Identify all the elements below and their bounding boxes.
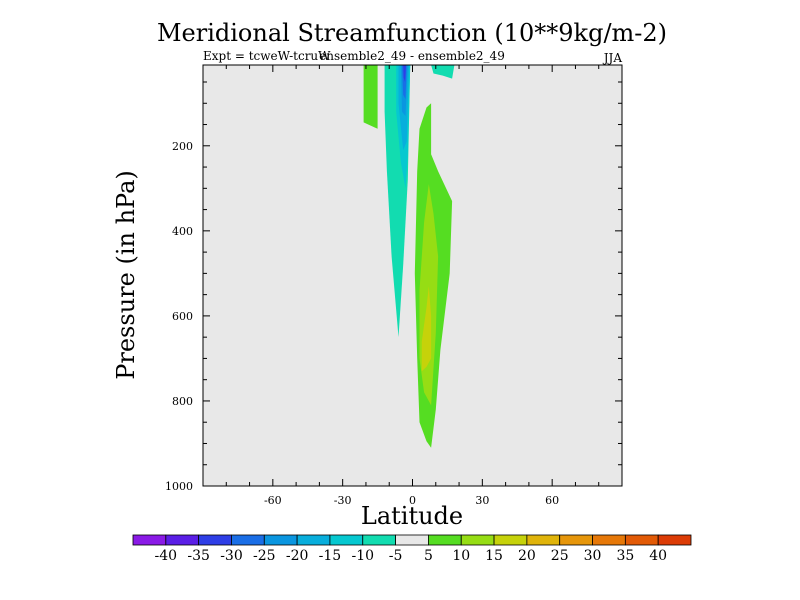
- colorbar-label: -10: [351, 548, 374, 564]
- colorbar-swatch: [263, 534, 298, 546]
- x-tick-label: -60: [264, 494, 282, 507]
- colorbar-label: -5: [389, 548, 403, 564]
- colorbar-label: 25: [551, 548, 569, 564]
- colorbar-label: 15: [485, 548, 503, 564]
- contour-region-negative-10-5-top-right: [431, 65, 455, 79]
- x-tick-label: 0: [409, 494, 416, 507]
- x-tick-label: 60: [545, 494, 559, 507]
- colorbar-label: 30: [584, 548, 602, 564]
- colorbar-swatch: [460, 534, 495, 546]
- contour-regions: [363, 65, 455, 448]
- x-tick-label: 30: [475, 494, 489, 507]
- colorbar-swatch: [231, 534, 265, 546]
- y-tick-label: 800: [172, 395, 193, 408]
- colorbar-label: -15: [319, 548, 342, 564]
- colorbar-swatch: [132, 534, 167, 546]
- colorbar-swatch: [329, 534, 364, 546]
- colorbar-swatch: [165, 534, 200, 546]
- chart-subtitle-left: Expt = tcweW-tcruW: [203, 49, 331, 63]
- colorbar-label: 20: [518, 548, 536, 564]
- colorbar-swatch: [428, 534, 462, 546]
- colorbar-swatch: [362, 534, 396, 546]
- y-tick-label: 400: [172, 225, 193, 238]
- chart-title: Meridional Streamfunction (10**9kg/m-2): [157, 19, 667, 47]
- colorbar-swatch: [198, 534, 232, 546]
- contour-region-positive-15-20: [421, 286, 432, 372]
- colorbar-label: 5: [424, 548, 433, 564]
- colorbar-label: -35: [187, 548, 210, 564]
- contour-region-positive-5-10-north-upper: [363, 65, 378, 129]
- colorbar-label: 10: [452, 548, 470, 564]
- chart-subtitle-center: ensemble2_49 - ensemble2_49: [319, 49, 505, 63]
- y-axis-label: Pressure (in hPa): [112, 170, 140, 380]
- colorbar-swatch: [493, 534, 528, 546]
- colorbar-swatch: [592, 534, 626, 546]
- colorbar-swatch: [526, 534, 561, 546]
- colorbar-label: -30: [220, 548, 243, 564]
- colorbar-swatch: [657, 534, 692, 546]
- y-tick-label: 200: [172, 140, 193, 153]
- colorbar-label: -20: [286, 548, 309, 564]
- colorbar: -40 -35 -30 -25 -20 -15 -10 -5 5 10 15 20 25 30 35 40: [132, 534, 692, 564]
- y-tick-label: 1000: [165, 480, 193, 493]
- x-tick-label: -30: [334, 494, 352, 507]
- colorbar-label: 35: [616, 548, 634, 564]
- colorbar-swatch: [559, 534, 593, 546]
- x-axis-label: Latitude: [361, 502, 463, 530]
- colorbar-swatch: [395, 534, 429, 546]
- axis-ticks: -60 -30 0 30 60 200 400 600 800 1000: [165, 65, 623, 507]
- y-tick-label: 600: [172, 310, 193, 323]
- colorbar-swatch: [624, 534, 659, 546]
- colorbar-label: -40: [155, 548, 178, 564]
- colorbar-label: -25: [253, 548, 276, 564]
- colorbar-swatch: [296, 534, 331, 546]
- chart-subtitle-right: JJA: [602, 51, 623, 65]
- contour-region-negative-35-30: [403, 65, 406, 82]
- colorbar-label: 40: [649, 548, 667, 564]
- plot-background: [203, 65, 622, 486]
